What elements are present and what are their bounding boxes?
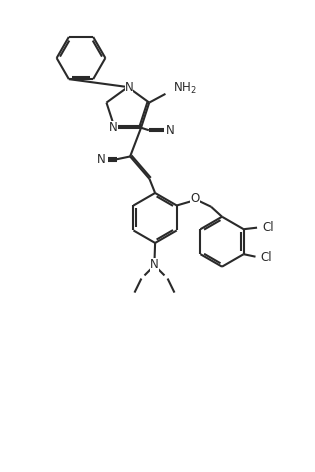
Text: Cl: Cl bbox=[261, 251, 272, 264]
Text: O: O bbox=[190, 192, 199, 205]
Text: Cl: Cl bbox=[262, 221, 274, 234]
Text: N: N bbox=[165, 124, 174, 137]
Text: N: N bbox=[109, 121, 118, 134]
Text: N: N bbox=[97, 153, 106, 166]
Text: NH$_2$: NH$_2$ bbox=[173, 81, 197, 96]
Text: N: N bbox=[150, 258, 159, 271]
Text: N: N bbox=[125, 81, 134, 93]
